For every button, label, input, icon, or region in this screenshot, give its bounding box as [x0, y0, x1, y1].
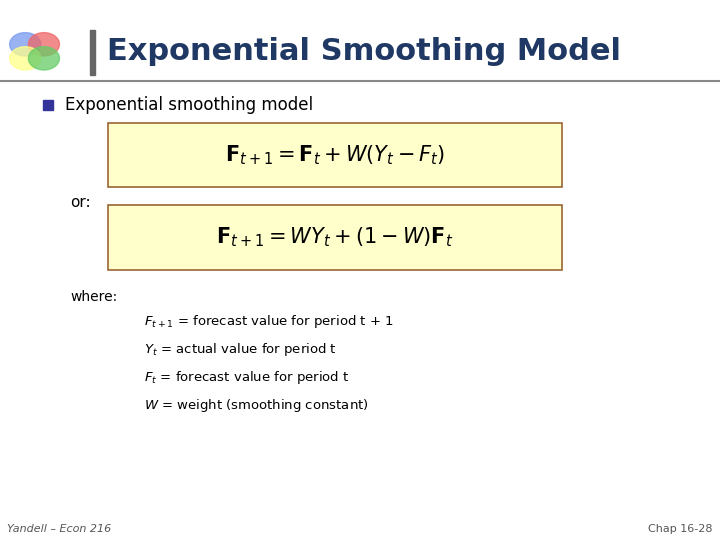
Text: or:: or: — [71, 195, 91, 210]
FancyBboxPatch shape — [108, 205, 562, 270]
Text: $W$ = weight (smoothing constant): $W$ = weight (smoothing constant) — [144, 397, 369, 414]
Bar — [90, 30, 95, 75]
Circle shape — [28, 46, 60, 70]
Text: $F_{t+1}$ = forecast value for period t + 1: $F_{t+1}$ = forecast value for period t … — [144, 313, 394, 330]
Circle shape — [28, 32, 60, 56]
Text: $\mathbf{F}_{t+1} = WY_t + (1 - W)\mathbf{F}_t$: $\mathbf{F}_{t+1} = WY_t + (1 - W)\mathb… — [216, 226, 454, 249]
Bar — [43, 100, 53, 110]
Circle shape — [9, 32, 41, 56]
Text: $\mathbf{F}_{t+1} = \mathbf{F}_t + W(Y_t - F_t)$: $\mathbf{F}_{t+1} = \mathbf{F}_t + W(Y_t… — [225, 143, 445, 167]
Text: where:: where: — [71, 290, 118, 304]
Circle shape — [9, 46, 41, 70]
Text: $F_t$ = forecast value for period t: $F_t$ = forecast value for period t — [144, 369, 349, 386]
Text: Exponential smoothing model: Exponential smoothing model — [65, 96, 313, 114]
Text: Exponential Smoothing Model: Exponential Smoothing Model — [107, 37, 621, 66]
FancyBboxPatch shape — [108, 123, 562, 187]
Text: Yandell – Econ 216: Yandell – Econ 216 — [7, 524, 112, 534]
Text: $Y_t$ = actual value for period t: $Y_t$ = actual value for period t — [144, 341, 337, 358]
Text: Chap 16-28: Chap 16-28 — [648, 524, 713, 534]
